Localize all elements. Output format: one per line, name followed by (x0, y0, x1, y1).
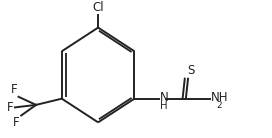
Text: F: F (7, 101, 14, 114)
Text: Cl: Cl (92, 1, 104, 14)
Text: 2: 2 (216, 101, 222, 110)
Text: F: F (13, 116, 20, 129)
Text: N: N (160, 91, 168, 104)
Text: F: F (11, 83, 17, 96)
Text: NH: NH (211, 91, 228, 104)
Text: H: H (160, 101, 167, 111)
Text: S: S (187, 64, 194, 77)
